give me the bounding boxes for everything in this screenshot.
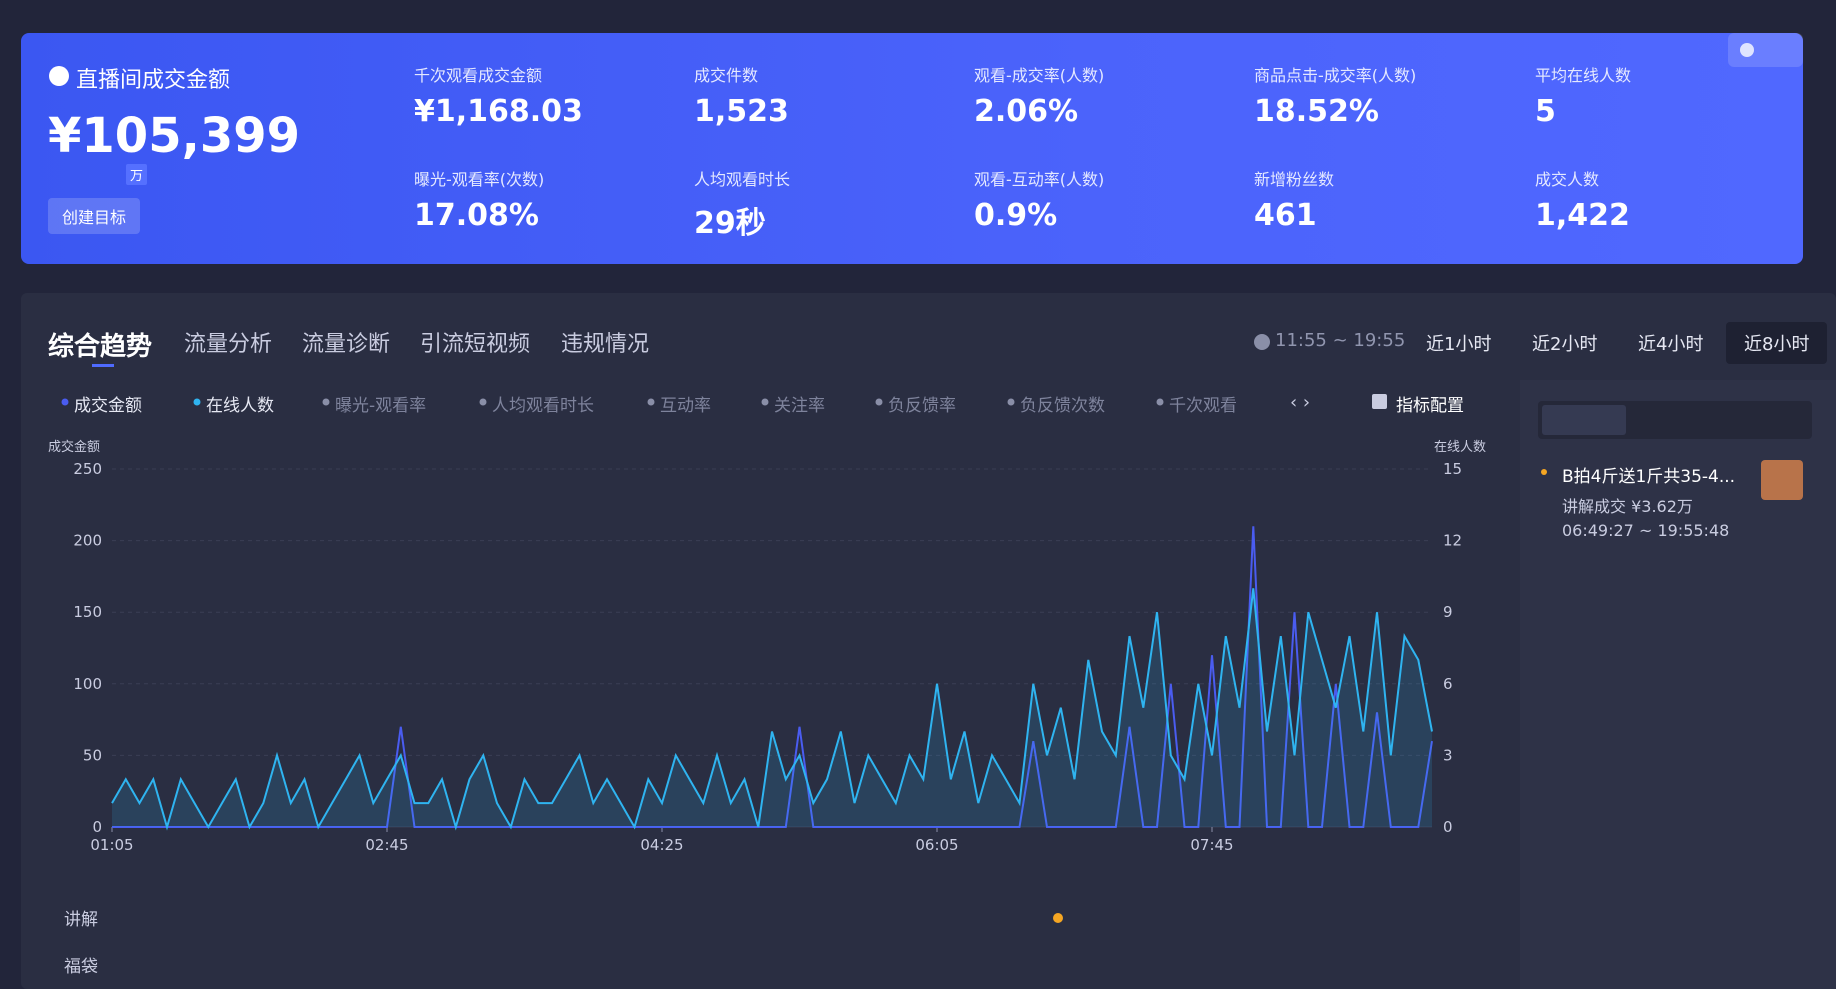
settings-buttons xyxy=(1728,33,1803,67)
metric-label: 成交人数 xyxy=(1535,170,1600,189)
x-tick-label: 01:05 xyxy=(90,836,133,854)
metric-value: 5 xyxy=(1535,94,1556,129)
legend-dot xyxy=(322,398,330,406)
range-button[interactable]: 近8小时 xyxy=(1726,322,1828,364)
area xyxy=(112,588,1432,827)
y-tick-label: 250 xyxy=(73,460,102,478)
legend-label[interactable]: 成交金额 xyxy=(74,396,142,416)
timeline-row-label: 福袋 xyxy=(64,957,98,977)
metric-value: 1,422 xyxy=(1535,198,1630,233)
create-goal-button[interactable]: 创建目标 xyxy=(48,198,141,234)
y2-tick-label: 15 xyxy=(1443,460,1462,478)
y-tick-label: 200 xyxy=(73,532,102,550)
inactive-metric[interactable]: 千次观看 xyxy=(1169,396,1237,416)
legend-dot xyxy=(761,398,769,406)
inactive-metric[interactable]: 人均观看时长 xyxy=(492,396,594,416)
currency-icon xyxy=(49,66,69,86)
inactive-metric[interactable]: 负反馈率 xyxy=(888,396,956,416)
config-button[interactable]: 指标配置 xyxy=(1396,396,1464,416)
summary-amount: ¥105,399 xyxy=(48,108,301,164)
inactive-metric[interactable]: 曝光-观看率 xyxy=(335,396,427,416)
tab[interactable]: 引流短视频 xyxy=(420,332,531,357)
y2-tick-label: 12 xyxy=(1443,532,1462,550)
y-tick-label: 100 xyxy=(73,675,102,693)
y2-tick-label: 3 xyxy=(1443,746,1453,764)
inactive-metric[interactable]: 关注率 xyxy=(774,396,825,416)
y-tick-label: 0 xyxy=(92,818,102,836)
metric-label: 曝光-观看率(次数) xyxy=(414,170,545,189)
metric-label: 新增粉丝数 xyxy=(1254,170,1335,189)
item-sales: 讲解成交 ¥3.62万 xyxy=(1562,497,1693,516)
x-tick-label: 04:25 xyxy=(640,836,683,854)
metric-value: 0.9% xyxy=(974,198,1058,233)
legend-dot xyxy=(1007,398,1015,406)
y2-tick-label: 6 xyxy=(1443,675,1453,693)
y2-tick-label: 9 xyxy=(1443,603,1453,621)
metric-label: 千次观看成交金额 xyxy=(414,66,543,85)
range-button[interactable]: 近1小时 xyxy=(1426,334,1492,355)
metric-value: ¥1,168.03 xyxy=(414,94,583,129)
timeline-event xyxy=(1053,913,1063,923)
metric-value: 2.06% xyxy=(974,94,1079,129)
metric-label: 观看-成交率(人数) xyxy=(974,66,1105,85)
legend-dot xyxy=(61,398,69,406)
metric-value: 461 xyxy=(1254,198,1317,233)
legend-label[interactable]: 在线人数 xyxy=(206,396,274,416)
line xyxy=(112,526,1433,828)
time-range: 11:55 ~ 19:55 xyxy=(1275,330,1406,351)
unit-badge: 万 xyxy=(126,164,148,185)
clock-icon xyxy=(1254,334,1270,350)
item-thumbnail xyxy=(1761,460,1803,500)
legend-dot xyxy=(1156,398,1164,406)
x-tick-label: 06:05 xyxy=(915,836,958,854)
metric-label: 人均观看时长 xyxy=(694,170,791,189)
item-time: 06:49:27 ~ 19:55:48 xyxy=(1562,521,1730,540)
y-axis-title: 成交金额 xyxy=(48,439,100,455)
inactive-metric[interactable]: 负反馈次数 xyxy=(1020,396,1105,416)
settings-icon xyxy=(1740,43,1754,57)
timeline-row-label: 讲解 xyxy=(64,910,98,930)
tab[interactable]: 流量诊断 xyxy=(302,332,391,357)
tab[interactable]: 综合趋势 xyxy=(48,332,153,362)
config-icon xyxy=(1372,394,1387,409)
metric-label: 观看-互动率(人数) xyxy=(974,170,1105,189)
y2-axis-title: 在线人数 xyxy=(1434,440,1486,455)
range-button[interactable]: 近4小时 xyxy=(1638,334,1704,355)
item-dot xyxy=(1541,469,1547,475)
x-tick-label: 07:45 xyxy=(1190,836,1233,854)
metric-label: 商品点击-成交率(人数) xyxy=(1254,66,1417,85)
legend-dot xyxy=(479,398,487,406)
metric-value: 17.08% xyxy=(414,198,539,233)
legend-arrows: ‹ › xyxy=(1290,392,1310,413)
legend-dot xyxy=(193,398,201,406)
y-tick-label: 50 xyxy=(83,746,102,764)
y2-tick-label: 0 xyxy=(1443,818,1453,836)
metric-label: 平均在线人数 xyxy=(1535,66,1632,85)
metric-value: 1,523 xyxy=(694,94,789,129)
metric-value: 29秒 xyxy=(694,206,766,241)
metric-value: 18.52% xyxy=(1254,94,1379,129)
item-title[interactable]: B拍4斤送1斤共35-4... xyxy=(1562,467,1736,487)
line xyxy=(111,588,1433,831)
legend-dot xyxy=(875,398,883,406)
y-tick-label: 150 xyxy=(73,603,102,621)
tab-underline xyxy=(92,364,114,367)
legend-dot xyxy=(647,398,655,406)
x-tick-label: 02:45 xyxy=(365,836,408,854)
side-tab-active xyxy=(1542,405,1626,435)
kpi-card xyxy=(21,33,1803,264)
inactive-metric[interactable]: 互动率 xyxy=(660,396,711,416)
tab[interactable]: 流量分析 xyxy=(184,332,273,357)
tab[interactable]: 违规情况 xyxy=(561,332,650,357)
metric-label: 成交件数 xyxy=(694,66,759,85)
range-button[interactable]: 近2小时 xyxy=(1532,334,1598,355)
summary-title: 直播间成交金额 xyxy=(76,68,231,93)
